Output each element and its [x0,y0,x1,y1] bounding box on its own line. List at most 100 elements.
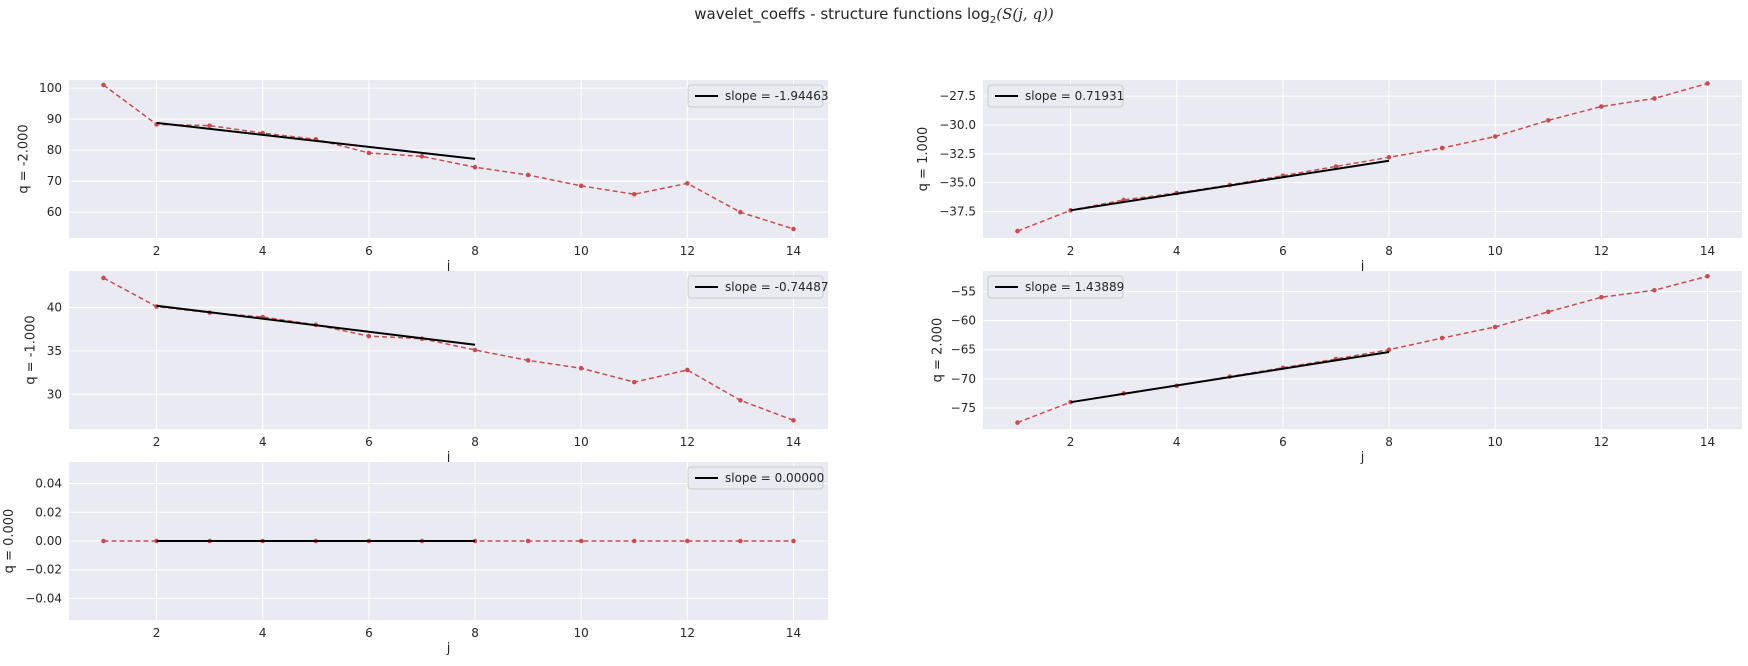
legend: slope = -1.94463 [687,84,829,108]
figure-title: wavelet_coeffs - structure functions log… [0,5,1748,26]
data-series-line [103,84,794,230]
data-point [631,191,637,197]
y-tick-label: −35.0 [939,176,976,190]
data-point [631,379,637,385]
x-tick-label: 8 [1385,435,1393,449]
x-tick-label: 12 [1594,244,1609,258]
y-tick-label: −55 [951,284,976,298]
x-tick-label: 4 [1173,244,1181,258]
x-axis-label: j [1360,450,1365,465]
legend: slope = 1.43889 [987,275,1124,299]
data-point [472,164,478,170]
x-tick-label: 4 [1173,435,1181,449]
data-point [685,367,690,373]
y-axis-label: q = 0.000 [2,509,17,574]
data-point [525,172,531,178]
data-point [631,538,637,544]
x-tick-label: 6 [365,626,373,640]
fit-line [156,121,476,160]
y-tick-label: −37.5 [939,204,976,218]
plot-marks [1015,273,1710,425]
data-point [1492,324,1498,330]
x-tick-label: 4 [259,626,267,640]
x-tick-label: 14 [786,626,801,640]
x-tick-label: 6 [1279,435,1287,449]
legend-label: slope = 0.71931 [1025,89,1124,103]
data-point [791,226,796,232]
data-point [1705,81,1710,86]
x-tick-label: 8 [471,435,479,449]
data-point [1599,104,1604,109]
data-point [525,538,531,544]
figure-title-math: (S(j, q)) [996,5,1054,23]
y-tick-label: −60 [951,314,976,328]
y-tick-label: −32.5 [939,147,976,161]
data-point [207,123,212,128]
data-point [366,150,372,156]
x-tick-label: 4 [259,435,267,449]
data-point [1439,145,1445,151]
y-tick-label: 70 [47,174,62,188]
data-point [738,538,743,544]
data-point [1652,96,1657,101]
x-tick-label: 4 [259,244,267,258]
x-tick-label: 6 [365,435,373,449]
legend-box [687,275,824,299]
data-point [1439,335,1445,341]
fit-line [1070,159,1390,212]
data-point [1333,164,1339,169]
x-tick-label: 14 [1700,244,1715,258]
legend-label: slope = 1.43889 [1025,280,1124,294]
plot-marks [101,82,796,232]
y-tick-label: 60 [47,205,62,219]
figure-title-prefix: wavelet_coeffs - structure functions log [694,5,990,23]
subplot-2: 2 4 6 8 10 12 14 −37.5 −35.0 −32.5 −30.0 −27.5 j q = … [916,80,1742,274]
y-axis-label: q = -1.000 [24,315,39,384]
data-point [1492,134,1498,139]
data-point [791,418,796,423]
legend-box [987,275,1124,299]
y-tick-label: −27.5 [939,89,976,103]
legend: slope = 0.71931 [987,84,1124,108]
x-tick-label: 10 [1488,244,1503,258]
x-tick-label: 2 [153,244,161,258]
data-point [685,181,690,186]
data-point [578,365,584,371]
data-point [685,538,690,544]
data-point [1386,347,1392,353]
y-axis-label: q = 1.000 [916,127,931,192]
y-axis-label: q = 2.000 [930,318,945,383]
subplot-3: 2 4 6 8 10 12 14 30 35 40 j q = -1.000 slope = -0.74… [24,271,829,465]
x-tick-label: 10 [574,435,589,449]
legend-label: slope = -1.94463 [725,89,829,103]
x-tick-label: 6 [365,244,373,258]
y-tick-label: 0.00 [35,534,62,548]
x-tick-label: 2 [1067,244,1075,258]
data-point [101,538,106,544]
data-point [101,275,106,281]
x-tick-label: 2 [153,435,161,449]
x-tick-label: 2 [1067,435,1075,449]
data-point [578,538,584,544]
data-point [791,538,796,544]
data-point [1386,154,1392,160]
y-axis-label: q = -2.000 [16,124,31,193]
x-tick-label: 14 [786,244,801,258]
y-tick-label: 40 [47,300,62,314]
x-axis-label: j [446,641,451,656]
plot-marks [1015,81,1710,234]
x-tick-label: 8 [471,244,479,258]
data-series-line [1017,275,1708,424]
data-point [366,333,372,339]
data-point [1015,228,1020,234]
data-point [1705,273,1710,279]
figure-title-subscript: 2 [989,15,997,26]
x-tick-label: 12 [680,626,695,640]
y-tick-label: −75 [951,401,976,415]
x-tick-label: 10 [574,244,589,258]
x-tick-label: 12 [1594,435,1609,449]
y-tick-label: 100 [39,81,62,95]
data-point [738,398,743,403]
data-point [1545,118,1551,123]
